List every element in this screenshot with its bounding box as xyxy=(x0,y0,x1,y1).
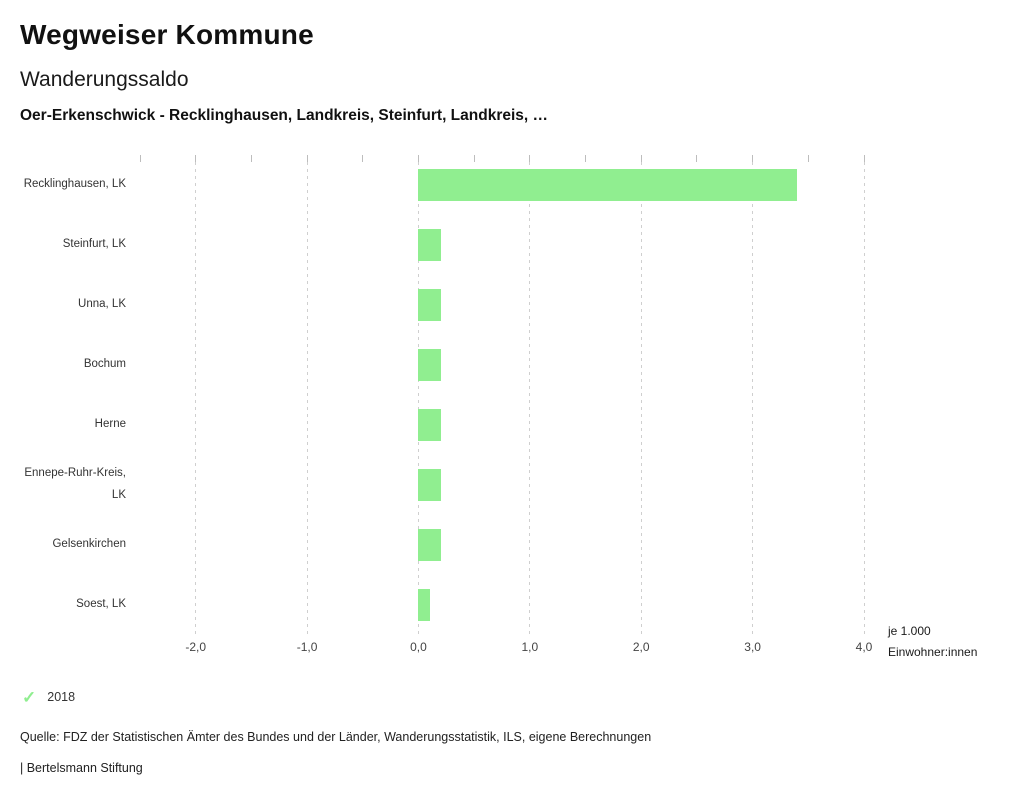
bar-track xyxy=(140,455,864,515)
category-label: Steinfurt, LK xyxy=(62,237,126,250)
x-tick-label: 2,0 xyxy=(632,639,650,654)
bar[interactable] xyxy=(418,168,798,201)
x-axis-unit-label: je 1.000 Einwohner:innen xyxy=(888,623,978,660)
legend-item-label[interactable]: 2018 xyxy=(47,690,76,705)
bar[interactable] xyxy=(418,468,441,501)
bar[interactable] xyxy=(418,348,441,381)
chart-row: Recklinghausen, LK xyxy=(20,155,1004,215)
x-tick-label: 1,0 xyxy=(521,639,539,654)
category-label: Bochum xyxy=(83,357,126,370)
bar-track xyxy=(140,275,864,335)
category-label: Ennepe-Ruhr-Kreis, LK xyxy=(24,467,126,501)
category-label: Unna, LK xyxy=(78,297,126,310)
bar[interactable] xyxy=(418,288,441,321)
x-axis-labels: -2,0 -1,0 0,0 1,0 2,0 3,0 4,0 xyxy=(140,635,872,665)
bar-track xyxy=(140,515,864,575)
bar[interactable] xyxy=(418,228,441,261)
chart-row: Soest, LK xyxy=(20,575,1004,635)
bar-track xyxy=(140,395,864,455)
bar-track xyxy=(140,335,864,395)
legend: ✓ 2018 xyxy=(20,689,1004,706)
chart-row: Herne xyxy=(20,395,1004,455)
bar-chart: Recklinghausen, LK Steinfurt, LK Unna, LK B… xyxy=(20,154,1004,665)
bar[interactable] xyxy=(418,588,430,621)
chart-rows: Recklinghausen, LK Steinfurt, LK Unna, LK B… xyxy=(20,155,1004,635)
report-page: Wegweiser Kommune Wanderungssaldo Oer-Er… xyxy=(20,19,1004,775)
category-label: Gelsenkirchen xyxy=(52,537,126,550)
chart-subtitle: Oer-Erkenschwick - Recklinghausen, Landk… xyxy=(20,106,549,124)
bar-track xyxy=(140,155,864,215)
bar[interactable] xyxy=(418,408,441,441)
chart-row: Ennepe-Ruhr-Kreis, LK xyxy=(20,455,1004,515)
chart-row: Bochum xyxy=(20,335,1004,395)
category-label: Herne xyxy=(94,417,126,430)
category-label: Recklinghausen, LK xyxy=(23,177,126,190)
bar-track xyxy=(140,575,864,635)
app-title: Wegweiser Kommune xyxy=(20,19,314,50)
x-tick-label: 3,0 xyxy=(744,639,761,654)
category-label: Soest, LK xyxy=(76,597,126,610)
x-tick-label: 4,0 xyxy=(855,639,873,654)
source-text: Quelle: FDZ der Statistischen Ämter des … xyxy=(20,729,652,744)
x-tick-label: -2,0 xyxy=(185,639,207,654)
chart-row: Steinfurt, LK xyxy=(20,215,1004,275)
checkmark-icon[interactable]: ✓ xyxy=(22,687,37,707)
bar-track xyxy=(140,215,864,275)
x-tick-label: -1,0 xyxy=(296,639,318,654)
chart-row: Unna, LK xyxy=(20,275,1004,335)
chart-title: Wanderungssaldo xyxy=(20,67,189,91)
chart-row: Gelsenkirchen xyxy=(20,515,1004,575)
x-tick-label: 0,0 xyxy=(410,639,427,654)
footer-brand: | Bertelsmann Stiftung xyxy=(20,760,143,775)
bar[interactable] xyxy=(418,528,441,561)
